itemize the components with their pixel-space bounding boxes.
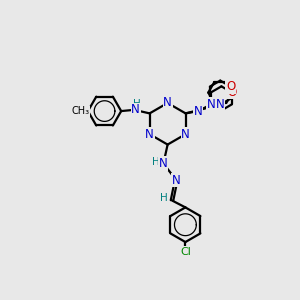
Text: O: O xyxy=(226,80,235,93)
Text: N: N xyxy=(159,157,168,170)
Text: N: N xyxy=(181,128,190,141)
Text: Cl: Cl xyxy=(180,247,191,257)
Text: N: N xyxy=(131,103,140,116)
Text: H: H xyxy=(133,99,141,109)
Text: N: N xyxy=(172,174,181,187)
Text: N: N xyxy=(145,128,154,141)
Text: H: H xyxy=(160,193,168,203)
Text: H: H xyxy=(152,158,160,167)
Text: O: O xyxy=(227,86,236,99)
Text: N: N xyxy=(194,105,203,118)
Text: N: N xyxy=(216,98,225,111)
Text: N: N xyxy=(207,98,215,111)
Text: N: N xyxy=(163,97,172,110)
Text: CH₃: CH₃ xyxy=(71,106,89,116)
